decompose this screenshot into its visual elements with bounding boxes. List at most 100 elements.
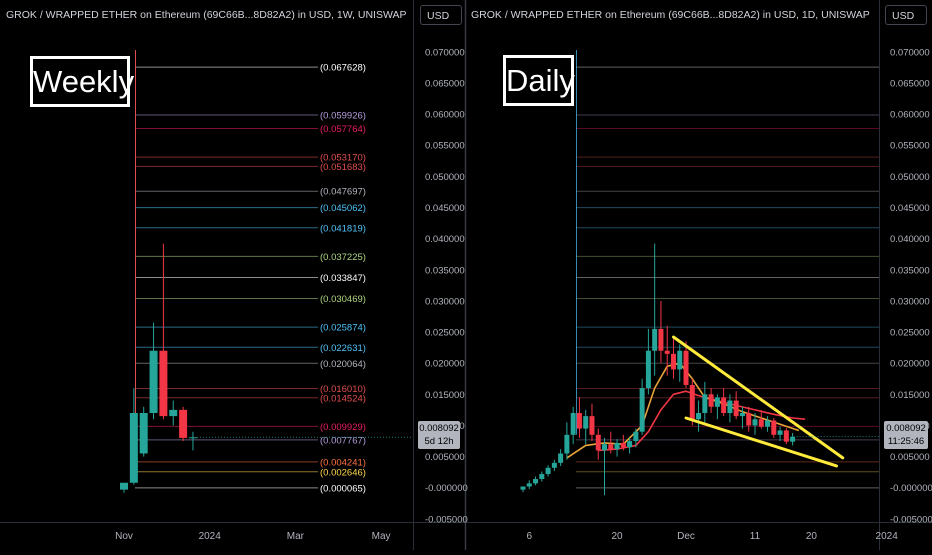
fib-level-label: (0.030469) [320, 294, 366, 305]
candle [120, 483, 128, 493]
candle-body [633, 432, 638, 441]
candle-body [589, 416, 594, 435]
candle [640, 379, 645, 435]
candle [596, 429, 601, 460]
y-tick-label: 0.040000 [890, 234, 930, 245]
candle [658, 301, 663, 363]
y-tick-label: 0.005000 [890, 452, 930, 463]
weekly-currency-button[interactable]: USD [420, 5, 462, 25]
candle [646, 329, 651, 394]
x-tick-label: Mar [287, 531, 305, 542]
y-tick-label: 0.045000 [890, 203, 930, 214]
candle [583, 410, 588, 444]
fib-level-label: (0.047697) [320, 187, 366, 198]
candle [602, 438, 607, 495]
candle [709, 388, 714, 413]
candle [577, 397, 582, 437]
y-tick-label: 0.015000 [425, 390, 465, 401]
fib-level-label: (0.041819) [320, 223, 366, 234]
candle-body [671, 354, 676, 370]
y-tick-label: 0.020000 [890, 359, 930, 370]
candle [539, 472, 544, 482]
candle [778, 427, 783, 441]
candle [740, 407, 745, 429]
candle [677, 345, 682, 382]
candle [771, 418, 776, 438]
y-tick-label: 0.030000 [890, 296, 930, 307]
y-tick-label: 0.055000 [425, 141, 465, 152]
candle [527, 480, 532, 489]
fib-level-label: (0.000065) [320, 483, 366, 494]
candle [169, 401, 177, 426]
candle [727, 394, 732, 422]
candle-body [608, 444, 613, 449]
x-tick-label: 20 [611, 531, 623, 542]
candle-body [189, 437, 197, 438]
candle-body [709, 394, 714, 406]
candle [130, 388, 138, 485]
candle [765, 416, 770, 432]
candle-body [765, 420, 770, 426]
daily-currency-button[interactable]: USD [885, 5, 927, 25]
candle-body [150, 351, 158, 413]
candle-body [759, 419, 764, 426]
candle-body [539, 474, 544, 479]
candle [734, 391, 739, 419]
candle-body [596, 435, 601, 451]
x-tick-label: Dec [677, 531, 695, 542]
fib-level-label: (0.051683) [320, 162, 366, 173]
y-tick-label: 0.025000 [425, 328, 465, 339]
candle [546, 465, 551, 476]
candle-body [727, 401, 732, 413]
candle-body [740, 413, 745, 416]
fib-level-label: (0.002646) [320, 467, 366, 478]
fib-level-label: (0.014524) [320, 393, 366, 404]
candle [140, 407, 148, 457]
fib-level-label: (0.020064) [320, 359, 366, 370]
candle-body [615, 443, 620, 449]
candle-body [715, 397, 720, 406]
candle-body [790, 437, 795, 442]
candle-body [120, 483, 128, 490]
candle-body [169, 410, 177, 416]
y-tick-label: 0.065000 [425, 78, 465, 89]
candle-body [583, 416, 588, 428]
candle [159, 244, 167, 420]
fib-level-label: (0.037225) [320, 252, 366, 263]
y-tick-label: 0.050000 [890, 172, 930, 183]
candle-body [521, 487, 526, 490]
candle-body [784, 430, 789, 441]
x-tick-label: 2024 [199, 531, 222, 542]
x-tick-label: Nov [115, 531, 133, 542]
candle-body [690, 385, 695, 419]
candle-body [140, 413, 148, 453]
fib-level-label: (0.009929) [320, 422, 366, 433]
candle [552, 460, 557, 471]
candle-body [652, 329, 657, 351]
candle [759, 410, 764, 429]
candle [589, 404, 594, 441]
daily-header-title: GROK / WRAPPED ETHER on Ethereum (69C66B… [471, 9, 870, 21]
candle [150, 323, 158, 420]
candle-body [702, 394, 707, 413]
y-tick-label: -0.000000 [425, 483, 468, 494]
y-tick-label: 0.055000 [890, 141, 930, 152]
y-tick-label: 0.035000 [425, 265, 465, 276]
candle [564, 422, 569, 459]
candle [746, 407, 751, 432]
fib-level-label: (0.057764) [320, 124, 366, 135]
weekly-last-price: 0.008092 [418, 422, 460, 435]
candle [521, 487, 526, 493]
y-tick-label: 0.040000 [425, 234, 465, 245]
fib-level-label: (0.022631) [320, 343, 366, 354]
weekly-chart-group: (0.067628)(0.059926)(0.057764)(0.053170)… [115, 47, 468, 542]
candle [696, 401, 701, 432]
candle-body [746, 413, 751, 425]
candle-body [721, 397, 726, 413]
candle-body [646, 351, 651, 388]
x-tick-label: 2024 [876, 531, 899, 542]
y-tick-label: 0.020000 [425, 359, 465, 370]
y-tick-label: 0.035000 [890, 265, 930, 276]
candle-body [577, 413, 582, 429]
candle-body [696, 413, 701, 419]
